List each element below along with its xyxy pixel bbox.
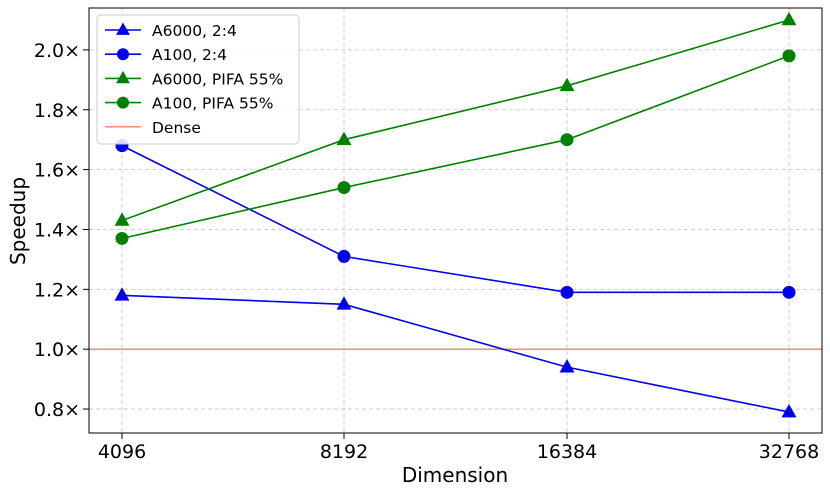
y-tick-label: 1.2×	[34, 279, 80, 301]
x-axis-label: Dimension	[402, 463, 508, 487]
y-axis-label: Speedup	[6, 177, 30, 265]
y-tick-label: 1.0×	[34, 339, 80, 361]
data-point	[782, 285, 796, 299]
y-tick-label: 1.4×	[34, 219, 80, 241]
legend-entry: A6000, PIFA 55%	[105, 70, 283, 88]
data-point	[114, 212, 130, 226]
data-point	[560, 133, 574, 147]
data-point	[336, 296, 352, 310]
data-point	[336, 131, 352, 145]
legend-marker	[117, 96, 129, 109]
series-line	[121, 19, 790, 222]
data-point	[337, 181, 351, 195]
series-3	[115, 49, 796, 245]
y-tick-label: 1.6×	[34, 160, 80, 182]
legend-label: A6000, PIFA 55%	[152, 70, 283, 88]
series-2	[114, 11, 797, 226]
series-0	[114, 287, 797, 418]
y-tick-label: 1.8×	[34, 100, 80, 122]
series-line	[121, 294, 790, 413]
legend: A6000, 2:4 A100, 2:4 A6000, PIFA 55% A100, …	[96, 14, 300, 145]
legend-label: A6000, 2:4	[152, 22, 237, 40]
data-point	[782, 49, 796, 63]
series-line	[121, 55, 790, 240]
legend-marker	[116, 22, 130, 35]
x-tick-label: 16384	[537, 441, 597, 463]
plot-frame	[88, 7, 823, 434]
legend-box	[96, 14, 300, 145]
legend-marker	[117, 48, 129, 61]
legend-marker	[116, 70, 130, 84]
data-point	[559, 77, 575, 92]
data-point	[337, 249, 351, 263]
legend-entry: A100, 2:4	[105, 46, 227, 64]
x-tick-label: 32768	[759, 441, 819, 463]
x-tick-label: 8192	[320, 441, 368, 463]
legend-entry: A100, PIFA 55%	[105, 95, 273, 113]
data-point	[781, 403, 797, 418]
x-axis-ticks: 4096 8192 16384 32768	[98, 433, 819, 463]
y-tick-label: 2.0×	[34, 40, 80, 62]
legend-label: Dense	[152, 119, 201, 137]
data-point	[781, 11, 797, 26]
legend-entry: Dense	[105, 119, 201, 137]
series-line	[121, 144, 789, 294]
legend-label: A100, 2:4	[152, 46, 227, 64]
legend-entry: A6000, 2:4	[105, 22, 237, 40]
data-point	[559, 359, 575, 373]
x-tick-label: 4096	[98, 441, 146, 463]
y-axis-ticks: 0.8× 1.0× 1.2× 1.4× 1.6× 1.8× 2.0×	[34, 40, 89, 421]
data-point	[114, 287, 130, 301]
y-tick-label: 0.8×	[34, 399, 80, 421]
data-point	[115, 231, 129, 245]
legend-label: A100, PIFA 55%	[152, 95, 273, 113]
data-point	[560, 285, 574, 299]
